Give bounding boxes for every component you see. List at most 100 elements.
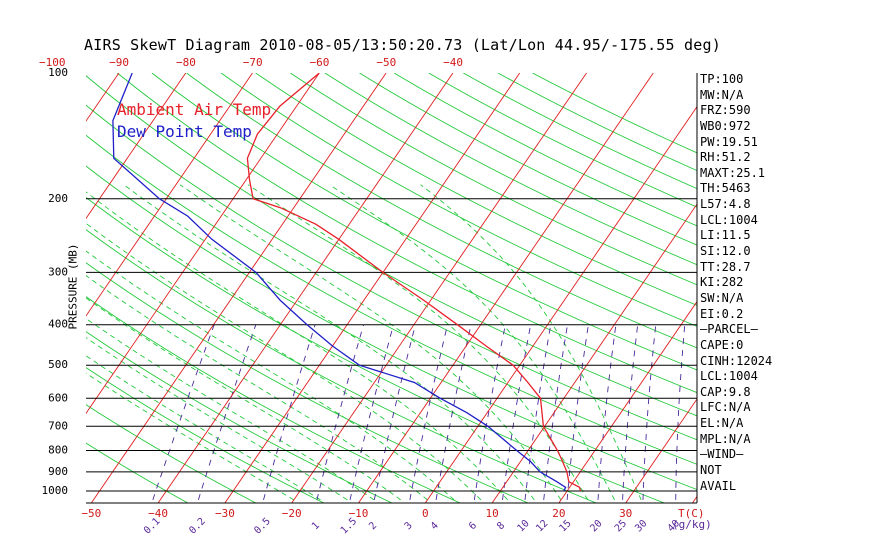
isotherm-line xyxy=(625,398,697,503)
isotherms xyxy=(0,73,697,503)
mixing-ratio-tick-label: 20 xyxy=(588,518,604,534)
isotherm-line xyxy=(86,73,320,415)
isotherm-line xyxy=(86,73,120,122)
index-pw: PW:19.51 xyxy=(700,134,758,149)
index-tp: TP:100 xyxy=(700,72,744,86)
pressure-tick-label: 300 xyxy=(48,265,68,278)
mixing-ratio-tick-label: 1 xyxy=(310,520,322,532)
dry-adiabat-line xyxy=(86,229,597,503)
index-rh: RH:51.2 xyxy=(700,150,751,165)
isotherm-line xyxy=(358,73,654,503)
index-lcl: LCL:1004 xyxy=(700,212,758,227)
parcel-lfc: LFC:N/A xyxy=(700,400,751,415)
dry-adiabat-line xyxy=(463,73,697,190)
mixing-ratio-tick-label: 4 xyxy=(429,520,441,532)
dry-adiabat-line xyxy=(532,73,697,154)
wind-not: NOT xyxy=(700,463,722,478)
dew-point-temp-line xyxy=(112,73,567,492)
index-sw: SW:N/A xyxy=(700,290,744,305)
wind-avail: AVAIL xyxy=(700,478,737,493)
index-ki: KI:282 xyxy=(700,275,744,290)
isobars xyxy=(86,198,697,492)
axis-ticks: 1002003004005006007008009001000−120−110−… xyxy=(39,56,712,537)
mixing-ratio-tick-label: 10 xyxy=(515,518,531,534)
index-maxt: MAXT:25.1 xyxy=(700,165,766,180)
mixing-ratio-line xyxy=(524,324,552,500)
y-axis-label: PRESSURE (MB) xyxy=(66,243,80,330)
dry-adiabat-line xyxy=(86,367,325,503)
dry-adiabat-line xyxy=(86,134,697,465)
pressure-tick-label: 200 xyxy=(48,192,68,205)
dry-adiabat-line xyxy=(86,296,461,503)
mixing-ratio-line xyxy=(566,324,589,500)
pressure-tick-label: 800 xyxy=(48,444,68,457)
bottom-temp-tick-label: −40 xyxy=(148,507,168,520)
mixing-ratio-line xyxy=(197,324,257,501)
top-temp-tick-label: −50 xyxy=(376,56,396,69)
mixing-ratio-line xyxy=(409,324,448,500)
top-temp-tick-label: −80 xyxy=(176,56,196,69)
mixing-ratio-line xyxy=(642,324,657,500)
dry-adiabat-line xyxy=(497,73,697,172)
index-ei: EI:0.2 xyxy=(700,306,744,321)
top-temp-tick-label: −90 xyxy=(109,56,129,69)
mixing-ratio-tick-label: 6 xyxy=(467,520,479,532)
mixing-ratio-line xyxy=(597,324,617,500)
pressure-tick-label: 900 xyxy=(48,465,68,478)
ambient-air-temp-line xyxy=(246,73,582,492)
mixing-ratio-tick-label: 30 xyxy=(633,518,649,534)
dry-adiabat-line xyxy=(220,73,697,327)
pressure-tick-label: 400 xyxy=(48,318,68,331)
dry-adiabat-line xyxy=(86,404,257,503)
isotherm-line xyxy=(0,73,52,503)
mixing-ratio-tick-label: 0.5 xyxy=(252,516,273,537)
moist-adiabat-line xyxy=(179,184,562,501)
isotherm-line xyxy=(291,73,587,503)
dry-adiabat-line xyxy=(359,73,697,246)
mixing-ratio-line xyxy=(316,324,365,501)
moist-adiabats xyxy=(86,184,642,501)
sounding-series xyxy=(112,73,582,492)
bottom-temp-tick-label: 0 xyxy=(422,507,429,520)
dry-adiabat-line xyxy=(393,73,697,227)
index-frz: FRZ:590 xyxy=(700,103,751,118)
parcel-lcl: LCL:1004 xyxy=(700,369,758,384)
dry-adiabat-line xyxy=(117,73,697,394)
moist-adiabat-line xyxy=(247,184,589,501)
wind-header: —WIND— xyxy=(700,447,744,462)
mixing-ratio-tick-label: 25 xyxy=(613,518,629,534)
index-tt: TT:28.7 xyxy=(700,259,751,274)
x-axis-label: T(C) xyxy=(678,507,705,520)
moist-adiabat-line xyxy=(86,222,482,501)
pressure-tick-label: 700 xyxy=(48,419,68,432)
top-temp-tick-label: −40 xyxy=(443,56,463,69)
moist-adiabat-line xyxy=(86,317,375,501)
mixing-ratio-line xyxy=(373,324,416,500)
sounding-indices-panel: TP:100 MW:N/A FRZ:590 WB0:972 PW:19.51 R… xyxy=(700,72,772,494)
isotherm-line xyxy=(224,73,521,503)
parcel-cap: CAP:9.8 xyxy=(700,384,751,399)
index-li: LI:11.5 xyxy=(700,228,751,243)
bottom-temp-tick-label: −30 xyxy=(215,507,235,520)
chart-title: AIRS SkewT Diagram 2010-08-05/13:50:20.7… xyxy=(84,36,721,54)
index-l57: L57:4.8 xyxy=(700,197,751,212)
top-temp-tick-label: −60 xyxy=(310,56,330,69)
isotherm-line xyxy=(90,73,387,503)
mixing-ratio-line xyxy=(502,324,532,500)
dry-adiabat-line xyxy=(428,73,697,208)
index-mw: MW:N/A xyxy=(700,87,744,102)
isotherm-line xyxy=(86,73,253,317)
isotherm-line xyxy=(558,300,697,503)
moist-adiabat-line xyxy=(329,184,615,501)
index-th: TH:5463 xyxy=(700,181,751,196)
mixing-ratio-tick-label: 3 xyxy=(403,520,415,532)
dry-adiabat-line xyxy=(86,331,393,503)
top-temp-tick-label: −70 xyxy=(243,56,263,69)
moist-adiabat-line xyxy=(86,297,401,501)
mixing-ratio-line xyxy=(622,324,639,500)
moist-adiabat-line xyxy=(86,275,428,501)
bottom-temp-tick-label: 10 xyxy=(485,507,498,520)
mixing-ratio-tick-label: 0.2 xyxy=(187,516,208,537)
pressure-tick-label: 600 xyxy=(48,391,68,404)
